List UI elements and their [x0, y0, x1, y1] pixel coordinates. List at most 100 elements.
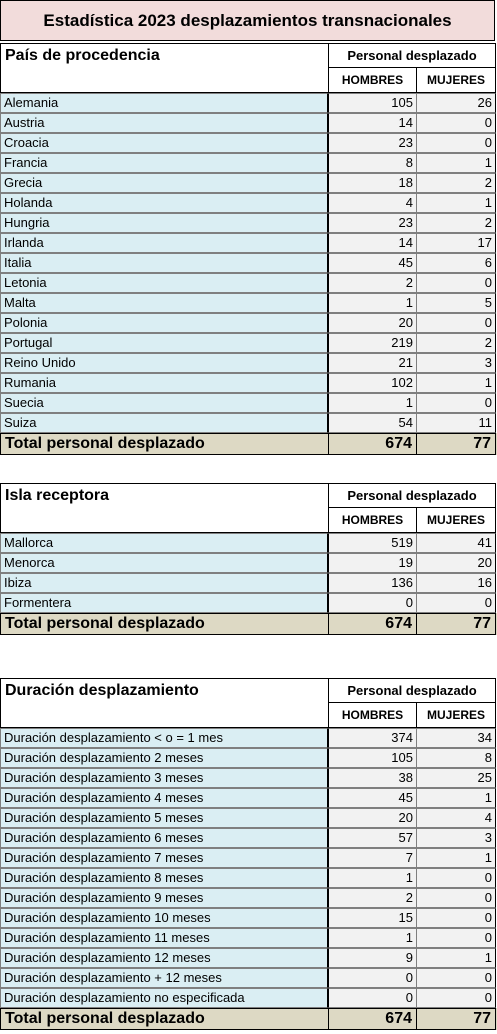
table-heading: País de procedencia: [0, 43, 328, 93]
row-label: Letonia: [0, 273, 328, 293]
cell-mujeres: 1: [416, 153, 496, 173]
cell-mujeres: 0: [416, 908, 496, 928]
total-row: Total personal desplazado 674 77: [0, 613, 497, 635]
cell-mujeres: 8: [416, 748, 496, 768]
table-row: Suiza 54 11: [0, 413, 497, 433]
row-label: Duración desplazamiento 10 meses: [0, 908, 328, 928]
row-label: Portugal: [0, 333, 328, 353]
table-row: Italia 45 6: [0, 253, 497, 273]
cell-hombres: 136: [328, 573, 417, 593]
row-label: Malta: [0, 293, 328, 313]
cell-mujeres: 2: [416, 333, 496, 353]
cell-mujeres: 34: [416, 728, 496, 748]
table-row: Irlanda 14 17: [0, 233, 497, 253]
cell-hombres: 0: [328, 593, 417, 613]
total-hombres: 674: [328, 1008, 417, 1030]
cell-mujeres: 1: [416, 848, 496, 868]
cell-hombres: 20: [328, 808, 417, 828]
table-row: Duración desplazamiento 3 meses 38 25: [0, 768, 497, 788]
row-label: Holanda: [0, 193, 328, 213]
table-duracion-desplazamiento: Duración desplazamiento Personal desplaza…: [0, 678, 497, 1030]
cell-mujeres: 5: [416, 293, 496, 313]
column-group-header: Personal desplazado: [328, 678, 496, 703]
table-row: Malta 1 5: [0, 293, 497, 313]
table-row: Polonia 20 0: [0, 313, 497, 333]
table-row: Austria 14 0: [0, 113, 497, 133]
table-header: País de procedencia Personal desplazado HO…: [0, 43, 497, 93]
cell-mujeres: 1: [416, 788, 496, 808]
cell-mujeres: 1: [416, 948, 496, 968]
cell-hombres: 45: [328, 253, 417, 273]
table-row: Reino Unido 21 3: [0, 353, 497, 373]
table-row: Grecia 18 2: [0, 173, 497, 193]
cell-hombres: 14: [328, 233, 417, 253]
cell-mujeres: 0: [416, 133, 496, 153]
total-mujeres: 77: [416, 433, 496, 455]
column-header-mujeres: MUJERES: [416, 67, 496, 93]
cell-mujeres: 0: [416, 988, 496, 1008]
cell-mujeres: 25: [416, 768, 496, 788]
cell-hombres: 38: [328, 768, 417, 788]
table-row: Duración desplazamiento < o = 1 mes 374 34: [0, 728, 497, 748]
total-label: Total personal desplazado: [0, 1008, 328, 1030]
cell-mujeres: 3: [416, 353, 496, 373]
row-label: Duración desplazamiento 6 meses: [0, 828, 328, 848]
table-row: Hungria 23 2: [0, 213, 497, 233]
row-label: Alemania: [0, 93, 328, 113]
cell-hombres: 1: [328, 868, 417, 888]
table-header: Duración desplazamiento Personal desplaza…: [0, 678, 497, 728]
cell-hombres: 519: [328, 533, 417, 553]
cell-hombres: 18: [328, 173, 417, 193]
table-heading: Duración desplazamiento: [0, 678, 328, 728]
total-hombres: 674: [328, 433, 417, 455]
table-row: Alemania 105 26: [0, 93, 497, 113]
table-row: Duración desplazamiento 5 meses 20 4: [0, 808, 497, 828]
total-row: Total personal desplazado 674 77: [0, 1008, 497, 1030]
cell-hombres: 19: [328, 553, 417, 573]
table-row: Duración desplazamiento 12 meses 9 1: [0, 948, 497, 968]
table-row: Duración desplazamiento 2 meses 105 8: [0, 748, 497, 768]
cell-mujeres: 26: [416, 93, 496, 113]
column-header-hombres: HOMBRES: [328, 507, 417, 533]
row-label: Francia: [0, 153, 328, 173]
total-label: Total personal desplazado: [0, 613, 328, 635]
total-label: Total personal desplazado: [0, 433, 328, 455]
row-label: Italia: [0, 253, 328, 273]
table-row: Francia 8 1: [0, 153, 497, 173]
table-row: Holanda 4 1: [0, 193, 497, 213]
cell-hombres: 20: [328, 313, 417, 333]
table-row: Portugal 219 2: [0, 333, 497, 353]
row-label: Hungria: [0, 213, 328, 233]
table-heading: Isla receptora: [0, 483, 328, 533]
cell-hombres: 54: [328, 413, 417, 433]
row-label: Suecia: [0, 393, 328, 413]
table-row: Ibiza 136 16: [0, 573, 497, 593]
cell-hombres: 14: [328, 113, 417, 133]
row-label: Duración desplazamiento 8 meses: [0, 868, 328, 888]
cell-mujeres: 2: [416, 173, 496, 193]
column-group-header: Personal desplazado: [328, 43, 496, 68]
table-row: Duración desplazamiento 9 meses 2 0: [0, 888, 497, 908]
row-label: Duración desplazamiento 5 meses: [0, 808, 328, 828]
cell-hombres: 23: [328, 213, 417, 233]
table-row: Duración desplazamiento 6 meses 57 3: [0, 828, 497, 848]
cell-mujeres: 0: [416, 393, 496, 413]
cell-mujeres: 0: [416, 868, 496, 888]
table-row: Rumania 102 1: [0, 373, 497, 393]
table-row: Croacia 23 0: [0, 133, 497, 153]
table-row: Duración desplazamiento 4 meses 45 1: [0, 788, 497, 808]
cell-mujeres: 41: [416, 533, 496, 553]
cell-mujeres: 0: [416, 313, 496, 333]
table-row: Duración desplazamiento 10 meses 15 0: [0, 908, 497, 928]
row-label: Duración desplazamiento 3 meses: [0, 768, 328, 788]
row-label: Duración desplazamiento 7 meses: [0, 848, 328, 868]
cell-hombres: 105: [328, 93, 417, 113]
table-row: Mallorca 519 41: [0, 533, 497, 553]
table-header: Isla receptora Personal desplazado HOMBRES…: [0, 483, 497, 533]
cell-mujeres: 0: [416, 968, 496, 988]
total-row: Total personal desplazado 674 77: [0, 433, 497, 455]
cell-mujeres: 4: [416, 808, 496, 828]
cell-mujeres: 2: [416, 213, 496, 233]
cell-mujeres: 3: [416, 828, 496, 848]
page-title: Estadística 2023 desplazamientos transna…: [0, 0, 495, 41]
